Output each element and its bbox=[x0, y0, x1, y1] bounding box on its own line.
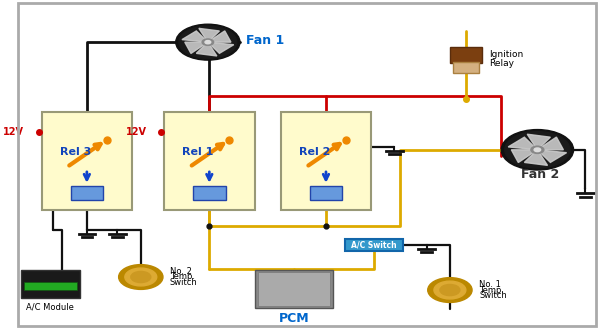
Circle shape bbox=[202, 39, 214, 46]
Polygon shape bbox=[538, 137, 563, 150]
Text: Rel 1: Rel 1 bbox=[182, 147, 214, 157]
Circle shape bbox=[501, 130, 574, 170]
Polygon shape bbox=[208, 31, 231, 42]
Circle shape bbox=[428, 278, 472, 302]
Text: Temp.: Temp. bbox=[170, 273, 195, 281]
FancyBboxPatch shape bbox=[164, 112, 254, 210]
Circle shape bbox=[131, 271, 151, 282]
Circle shape bbox=[205, 41, 211, 44]
Circle shape bbox=[534, 148, 541, 151]
Text: No. 2: No. 2 bbox=[170, 267, 192, 276]
Text: A/C Module: A/C Module bbox=[26, 302, 74, 311]
FancyBboxPatch shape bbox=[21, 271, 80, 298]
Text: Ignition: Ignition bbox=[489, 50, 523, 59]
Polygon shape bbox=[538, 150, 566, 162]
FancyBboxPatch shape bbox=[310, 186, 342, 200]
Text: Temp.: Temp. bbox=[479, 285, 504, 295]
Circle shape bbox=[176, 24, 240, 60]
FancyBboxPatch shape bbox=[281, 112, 371, 210]
Text: Rel 2: Rel 2 bbox=[299, 147, 330, 157]
FancyBboxPatch shape bbox=[345, 239, 403, 251]
FancyBboxPatch shape bbox=[41, 112, 132, 210]
Circle shape bbox=[434, 281, 466, 299]
Circle shape bbox=[531, 146, 544, 153]
Polygon shape bbox=[511, 150, 538, 162]
Polygon shape bbox=[199, 28, 220, 42]
Text: Relay: Relay bbox=[489, 59, 514, 68]
Polygon shape bbox=[196, 42, 217, 56]
Polygon shape bbox=[524, 150, 548, 165]
Text: 12V: 12V bbox=[125, 127, 146, 137]
FancyBboxPatch shape bbox=[453, 62, 479, 73]
Text: Fan 2: Fan 2 bbox=[521, 168, 559, 181]
Circle shape bbox=[505, 132, 570, 168]
Text: Switch: Switch bbox=[170, 279, 198, 287]
FancyBboxPatch shape bbox=[450, 47, 482, 63]
Text: Rel 3: Rel 3 bbox=[60, 147, 91, 157]
Circle shape bbox=[119, 265, 163, 289]
Circle shape bbox=[125, 268, 157, 286]
FancyBboxPatch shape bbox=[254, 271, 333, 308]
Text: Fan 1: Fan 1 bbox=[246, 34, 284, 47]
FancyBboxPatch shape bbox=[193, 186, 226, 200]
Polygon shape bbox=[527, 134, 550, 150]
Text: 12V: 12V bbox=[3, 127, 24, 137]
Circle shape bbox=[179, 26, 237, 58]
Polygon shape bbox=[208, 42, 234, 53]
FancyBboxPatch shape bbox=[24, 282, 77, 290]
Text: Switch: Switch bbox=[479, 291, 507, 300]
Polygon shape bbox=[508, 137, 538, 150]
Polygon shape bbox=[185, 42, 208, 53]
Text: A/C Switch: A/C Switch bbox=[351, 240, 397, 249]
FancyBboxPatch shape bbox=[258, 273, 330, 306]
Polygon shape bbox=[182, 31, 208, 42]
Text: PCM: PCM bbox=[278, 312, 309, 325]
Circle shape bbox=[440, 284, 460, 296]
FancyBboxPatch shape bbox=[71, 186, 103, 200]
Text: No. 1: No. 1 bbox=[479, 280, 501, 289]
